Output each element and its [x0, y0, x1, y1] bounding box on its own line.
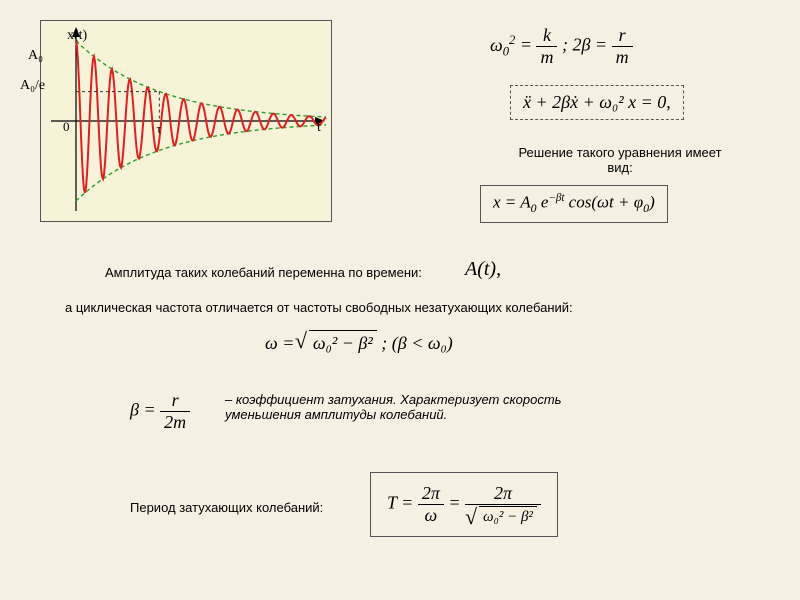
svg-text:t: t [317, 120, 321, 135]
omega0-sq: ω02 [490, 35, 515, 55]
text-freq: а циклическая частота отличается от част… [65, 300, 573, 315]
svg-text:τ: τ [156, 121, 161, 136]
text-amplitude: Амплитуда таких колебаний переменна по в… [105, 265, 422, 280]
graph-svg: x(t) t 0 τ [41, 21, 331, 221]
eq-omega: ω = ω₀² − β² ; (β < ω₀) [265, 330, 453, 354]
frac-r-m: rm [612, 25, 633, 68]
sqrt-omega: ω₀² − β² [299, 330, 377, 354]
eq-beta: β = r2m [130, 390, 190, 433]
frac-k-m: km [536, 25, 557, 68]
text-period: Период затухающих колебаний: [130, 500, 323, 515]
frac-2pi-omega: 2πω [418, 483, 444, 526]
label-At: A(t), [465, 258, 501, 281]
eq-definitions: ω02 = km ; 2β = rm [490, 25, 633, 68]
label-A0: A₀ [28, 48, 43, 64]
svg-text:0: 0 [63, 119, 70, 134]
frac-r-2m: r2m [160, 390, 190, 433]
text-solution: Решение такого уравнения имеет вид: [510, 145, 730, 175]
damped-oscillation-graph: x(t) t 0 τ [40, 20, 332, 222]
label-A0e: A₀/e [20, 78, 45, 94]
text-beta: – коэффициент затухания. Характеризует с… [225, 392, 635, 422]
eq-solution: x = A0 e−βt cos(ωt + φ0) [480, 185, 668, 223]
eq-period: T = 2πω = 2π ω₀² − β² [370, 472, 558, 537]
frac-2pi-sqrt: 2π ω₀² − β² [465, 483, 541, 526]
eq-ode: ẍ + 2βẋ + ω₀² x = 0, [510, 85, 684, 120]
svg-text:x(t): x(t) [67, 28, 88, 43]
